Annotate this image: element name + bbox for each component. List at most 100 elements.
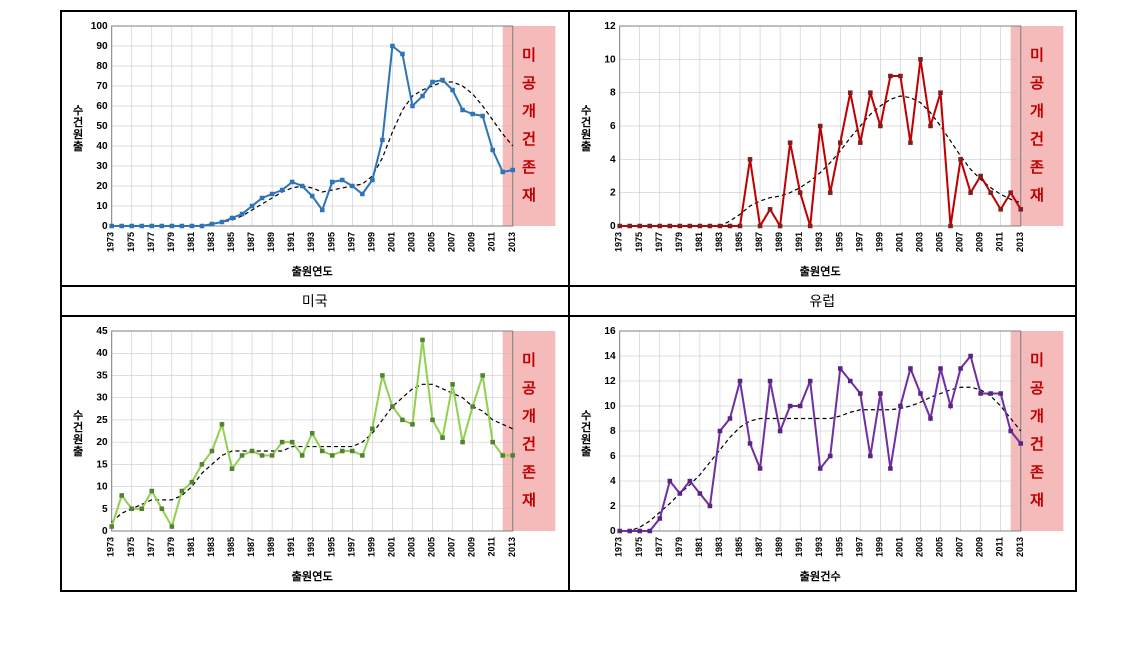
x-axis-label: 출원연도 — [799, 264, 840, 278]
y-tick-label: 30 — [96, 393, 108, 404]
data-marker — [718, 429, 722, 433]
y-tick-label: 60 — [96, 101, 108, 112]
x-tick-label: 1979 — [166, 537, 176, 557]
x-tick-label: 1973 — [613, 232, 623, 252]
data-marker — [330, 454, 334, 458]
data-marker — [698, 492, 702, 496]
data-marker — [270, 192, 274, 196]
chart-bottom-left: 0510152025303540451973197519771979198119… — [66, 321, 564, 586]
data-marker — [130, 224, 134, 228]
x-tick-label: 1999 — [366, 232, 376, 252]
data-marker — [270, 454, 274, 458]
y-tick-label: 20 — [96, 181, 108, 192]
pink-band-char: 개 — [1030, 407, 1044, 425]
y-tick-label: 12 — [604, 376, 616, 387]
data-marker — [918, 392, 922, 396]
data-marker — [140, 507, 144, 511]
x-tick-label: 1993 — [814, 537, 824, 557]
x-tick-label: 2009 — [974, 537, 984, 557]
chart-bottom-right: 0246810121416197319751977197919811983198… — [574, 321, 1072, 586]
data-marker — [848, 379, 852, 383]
chart-cell-europe: 0246810121973197519771979198119831985198… — [569, 11, 1077, 286]
data-marker — [718, 224, 722, 228]
data-marker — [918, 58, 922, 62]
data-marker — [658, 224, 662, 228]
x-tick-label: 1983 — [713, 232, 723, 252]
x-tick-label: 2005 — [934, 537, 944, 557]
x-tick-label: 1999 — [874, 232, 884, 252]
data-marker — [170, 525, 174, 529]
data-marker — [200, 224, 204, 228]
data-marker — [421, 338, 425, 342]
x-tick-label: 1991 — [286, 232, 296, 252]
x-tick-label: 1995 — [834, 232, 844, 252]
x-tick-label: 2011 — [487, 537, 497, 556]
data-marker — [868, 454, 872, 458]
data-marker — [668, 224, 672, 228]
data-marker — [828, 191, 832, 195]
data-marker — [708, 224, 712, 228]
data-marker — [808, 224, 812, 228]
data-marker — [627, 529, 631, 533]
x-tick-label: 1977 — [653, 232, 663, 252]
x-tick-label: 2003 — [406, 537, 416, 557]
x-tick-label: 1977 — [146, 232, 156, 252]
data-marker — [908, 367, 912, 371]
x-tick-label: 1995 — [834, 537, 844, 557]
data-marker — [1018, 442, 1022, 446]
data-marker — [818, 124, 822, 128]
data-marker — [888, 74, 892, 78]
data-marker — [988, 191, 992, 195]
chart-usa: 0102030405060708090100197319751977197919… — [66, 16, 564, 281]
data-marker — [698, 224, 702, 228]
chart-cell-bottom-right: 0246810121416197319751977197919811983198… — [569, 316, 1077, 591]
data-marker — [798, 404, 802, 408]
data-marker — [170, 224, 174, 228]
data-marker — [180, 489, 184, 493]
data-marker — [778, 429, 782, 433]
y-tick-label: 15 — [96, 459, 108, 470]
x-tick-label: 1989 — [774, 537, 784, 557]
y-tick-label: 100 — [91, 21, 108, 32]
y-axis-label-char: 수 — [581, 409, 591, 422]
data-marker — [637, 529, 641, 533]
y-tick-label: 90 — [96, 41, 108, 52]
data-marker — [968, 191, 972, 195]
x-tick-label: 2009 — [974, 232, 984, 252]
x-tick-label: 2005 — [426, 232, 436, 252]
pink-band-char: 미 — [522, 47, 536, 64]
data-marker — [748, 442, 752, 446]
data-marker — [898, 74, 902, 78]
data-marker — [190, 224, 194, 228]
x-tick-label: 1981 — [693, 232, 703, 252]
data-marker — [230, 216, 234, 220]
y-tick-label: 35 — [96, 371, 108, 382]
x-tick-label: 2007 — [447, 537, 457, 557]
data-marker — [441, 78, 445, 82]
data-marker — [501, 170, 505, 174]
data-marker — [898, 404, 902, 408]
data-marker — [938, 367, 942, 371]
data-marker — [1008, 191, 1012, 195]
y-axis-label-char: 원 — [581, 432, 591, 446]
x-tick-label: 2007 — [447, 232, 457, 252]
data-marker — [678, 224, 682, 228]
data-marker — [617, 224, 621, 228]
data-marker — [240, 212, 244, 216]
data-marker — [341, 178, 345, 182]
data-marker — [381, 138, 385, 142]
pink-band-char: 건 — [522, 436, 536, 453]
x-tick-label: 1983 — [206, 537, 216, 557]
data-marker — [290, 180, 294, 184]
data-marker — [637, 224, 641, 228]
y-tick-label: 12 — [604, 21, 616, 32]
x-tick-label: 2005 — [426, 537, 436, 557]
data-marker — [501, 454, 505, 458]
data-marker — [401, 418, 405, 422]
x-tick-label: 1989 — [266, 537, 276, 557]
x-tick-label: 1973 — [106, 232, 116, 252]
data-marker — [948, 224, 952, 228]
data-marker — [978, 392, 982, 396]
y-axis-label-char: 건 — [581, 420, 591, 434]
data-marker — [928, 124, 932, 128]
